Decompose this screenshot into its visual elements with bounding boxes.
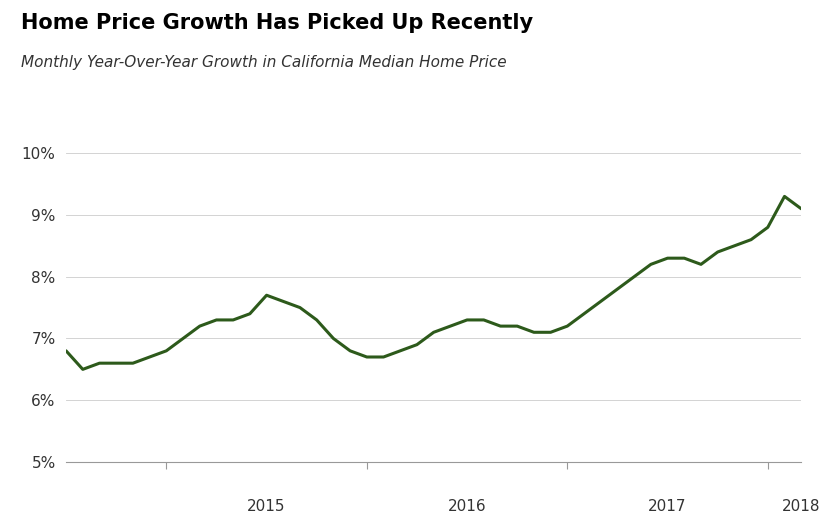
Text: Home Price Growth Has Picked Up Recently: Home Price Growth Has Picked Up Recently [21,13,533,33]
Text: 2018: 2018 [782,499,820,514]
Text: 2017: 2017 [648,499,686,514]
Text: Monthly Year-Over-Year Growth in California Median Home Price: Monthly Year-Over-Year Growth in Califor… [21,55,506,70]
Text: 2016: 2016 [448,499,487,514]
Text: 2015: 2015 [247,499,286,514]
